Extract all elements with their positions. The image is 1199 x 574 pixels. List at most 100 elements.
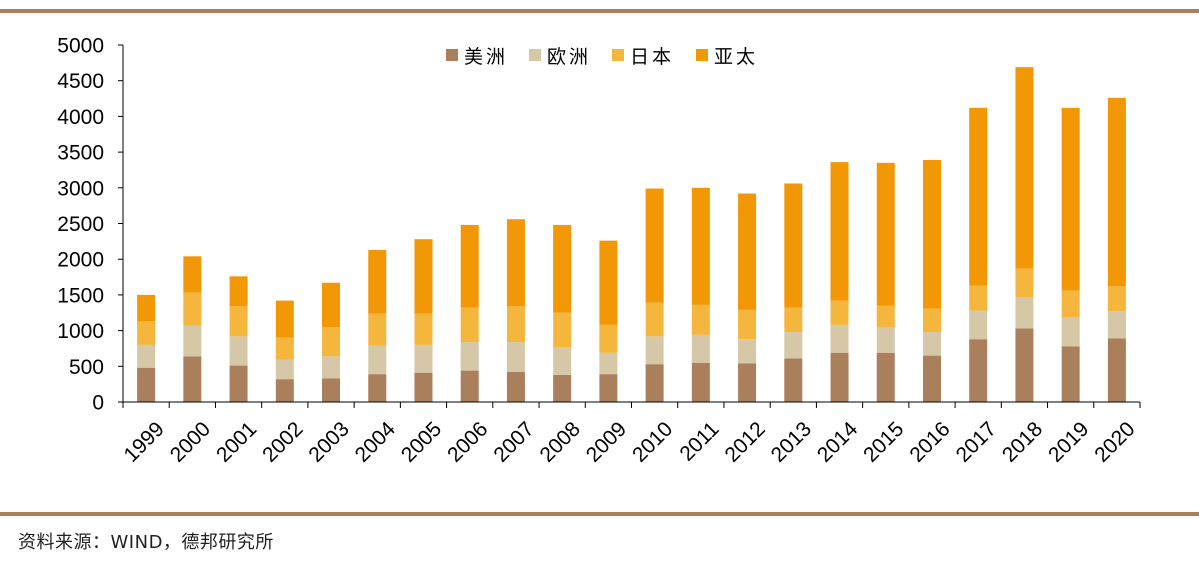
bar-segment-2002-s2 <box>275 337 294 360</box>
bar-segment-2000-s2 <box>183 292 202 326</box>
bar-segment-2019-s2 <box>1061 290 1080 318</box>
bar-segment-2018-s1 <box>1015 297 1034 329</box>
bar-segment-2004-s2 <box>368 313 387 346</box>
stacked-bar-chart: 美洲 欧洲 日本 亚太 0 500 1000 1500 2000 2500 3000 3500 400… <box>57 35 1141 467</box>
bar-segment-2006-s3 <box>460 224 479 308</box>
bar-segment-2004-s1 <box>368 345 387 375</box>
legend-swatch-s1 <box>529 49 541 61</box>
bar-segment-2003-s3 <box>322 282 341 328</box>
bar-segment-2007-s2 <box>506 306 525 343</box>
bar-segment-2007-s1 <box>506 342 525 373</box>
bar-segment-2007-s0 <box>506 372 525 402</box>
bar-segment-1999-s3 <box>137 294 156 322</box>
bar-segment-2005-s3 <box>414 239 433 314</box>
bar-segment-2002-s3 <box>275 300 294 338</box>
bar-segment-2009-s2 <box>599 324 618 353</box>
bar-segment-2011-s1 <box>691 334 710 363</box>
bar-segment-2016-s2 <box>922 308 941 333</box>
bar-segment-2009-s3 <box>599 240 618 325</box>
bar-segment-2000-s3 <box>183 256 202 293</box>
bar-segment-2015-s0 <box>876 352 895 402</box>
x-tick-label: 2000 <box>166 417 215 466</box>
bar-segment-2009-s0 <box>599 374 618 402</box>
bar-segment-2017-s3 <box>969 107 988 286</box>
bar-segment-2014-s1 <box>830 324 849 353</box>
bar-segment-2010-s2 <box>645 302 664 337</box>
x-tick-label: 2005 <box>397 417 446 466</box>
bar-segment-2010-s3 <box>645 188 664 303</box>
x-tick-label: 2015 <box>859 417 908 466</box>
bar-segment-2002-s1 <box>275 359 294 380</box>
bar-segment-2018-s3 <box>1015 67 1034 269</box>
bar-segment-2016-s3 <box>922 159 941 309</box>
bar-segment-2014-s3 <box>830 162 849 301</box>
bar-segment-2011-s0 <box>691 362 710 402</box>
chart-legend: 美洲 欧洲 日本 亚太 <box>446 46 758 68</box>
x-tick-label: 2013 <box>767 417 816 466</box>
bar-segment-2003-s2 <box>322 327 341 357</box>
bar-segment-2018-s0 <box>1015 328 1034 402</box>
x-tick-label: 2009 <box>582 417 631 466</box>
bar-segment-2000-s1 <box>183 325 202 357</box>
bar-segment-2013-s0 <box>784 358 803 402</box>
bar-segment-2019-s0 <box>1061 346 1080 402</box>
bar-segment-2000-s0 <box>183 356 202 402</box>
bar-segment-2019-s1 <box>1061 317 1080 347</box>
source-note: 资料来源：WIND，德邦研究所 <box>18 532 274 553</box>
bar-segment-2015-s1 <box>876 327 895 353</box>
y-axis: 0 500 1000 1500 2000 2500 3000 3500 4000 4500 5000 <box>57 35 124 415</box>
bar-segment-2013-s2 <box>784 307 803 333</box>
bar-segment-2005-s1 <box>414 344 433 373</box>
bar-segment-2016-s1 <box>922 332 941 356</box>
x-tick-label: 2003 <box>304 417 353 466</box>
bar-segment-2012-s1 <box>738 339 757 364</box>
x-tick-label: 2002 <box>258 417 307 466</box>
y-tick-label: 500 <box>69 356 104 379</box>
bottom-rule <box>0 512 1199 516</box>
bar-segment-2012-s3 <box>738 193 757 310</box>
bar-segment-2017-s0 <box>969 339 988 402</box>
x-tick-label: 2006 <box>443 417 492 466</box>
bar-segment-2018-s2 <box>1015 268 1034 298</box>
x-tick-label: 2016 <box>905 417 954 466</box>
bar-segment-2008-s2 <box>553 312 572 348</box>
bar-segment-2001-s0 <box>229 365 248 402</box>
bar-segment-2003-s0 <box>322 378 341 402</box>
bar-segment-2010-s1 <box>645 336 664 365</box>
bar-segment-2001-s2 <box>229 306 248 337</box>
bar-segment-1999-s0 <box>137 367 156 402</box>
legend-swatch-s3 <box>696 49 708 61</box>
bar-segment-2020-s1 <box>1107 311 1126 339</box>
bar-segment-2015-s3 <box>876 162 895 306</box>
y-tick-label: 2500 <box>57 213 104 236</box>
bar-segment-2006-s2 <box>460 307 479 343</box>
bar-segment-2017-s1 <box>969 310 988 340</box>
x-tick-label: 2007 <box>489 417 538 466</box>
legend-label-s3: 亚太 <box>714 46 758 68</box>
x-tick-label: 2020 <box>1090 417 1139 466</box>
bar-segment-2014-s0 <box>830 352 849 402</box>
bar-segment-2006-s0 <box>460 370 479 402</box>
y-tick-label: 1500 <box>57 284 104 307</box>
bar-segment-2004-s3 <box>368 249 387 314</box>
x-tick-label: 2017 <box>952 417 1001 466</box>
bar-segment-2005-s2 <box>414 313 433 345</box>
bar-segment-2007-s3 <box>506 219 525 307</box>
x-tick-label: 2001 <box>212 417 261 466</box>
x-tick-label: 2018 <box>998 417 1047 466</box>
y-tick-label: 3500 <box>57 142 104 165</box>
y-tick-label: 0 <box>92 392 104 415</box>
bar-segment-2001-s1 <box>229 336 248 366</box>
y-tick-label: 2000 <box>57 249 104 272</box>
x-tick-label: 1999 <box>120 417 169 466</box>
x-tick-label: 2014 <box>813 417 863 467</box>
legend-label-s2: 日本 <box>630 46 674 68</box>
bar-segment-1999-s1 <box>137 344 156 368</box>
bar-segment-2012-s0 <box>738 363 757 402</box>
bar-segment-2008-s3 <box>553 224 572 313</box>
bar-segment-2020-s2 <box>1107 286 1126 312</box>
legend-swatch-s2 <box>612 49 624 61</box>
x-tick-label: 2011 <box>675 417 723 465</box>
x-tick-label: 2008 <box>536 417 585 466</box>
y-tick-label: 4500 <box>57 70 104 93</box>
